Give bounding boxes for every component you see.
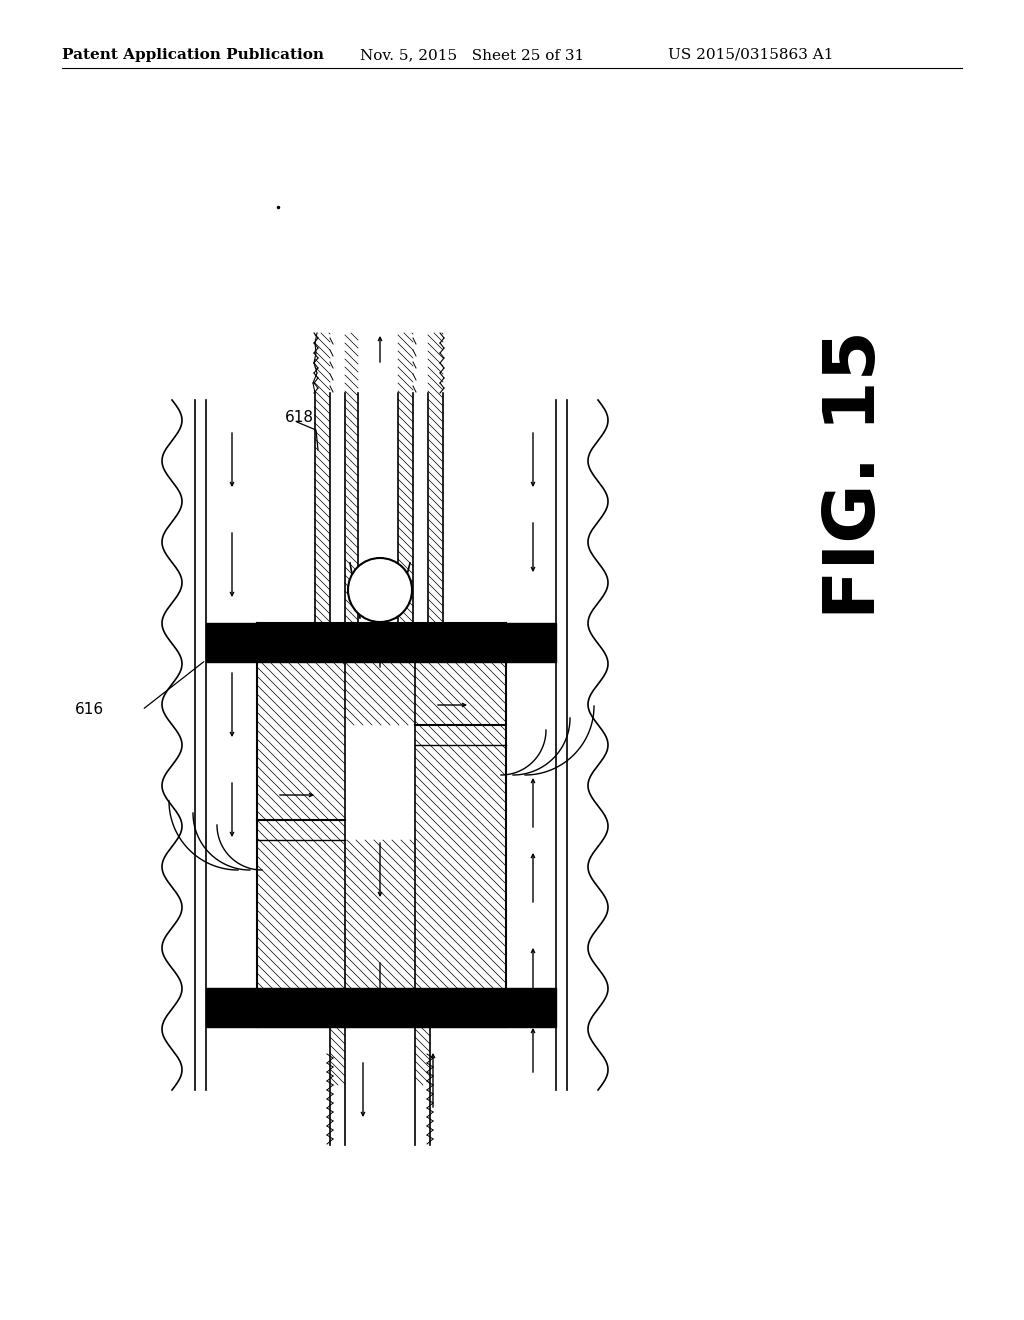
Text: FIG. 15: FIG. 15 xyxy=(820,330,890,619)
Text: Nov. 5, 2015   Sheet 25 of 31: Nov. 5, 2015 Sheet 25 of 31 xyxy=(360,48,585,62)
Circle shape xyxy=(348,558,412,622)
Text: US 2015/0315863 A1: US 2015/0315863 A1 xyxy=(668,48,834,62)
Text: 616: 616 xyxy=(75,702,104,718)
Bar xyxy=(206,623,556,663)
Text: 618: 618 xyxy=(285,411,314,425)
Text: Patent Application Publication: Patent Application Publication xyxy=(62,48,324,62)
Bar xyxy=(206,987,556,1027)
